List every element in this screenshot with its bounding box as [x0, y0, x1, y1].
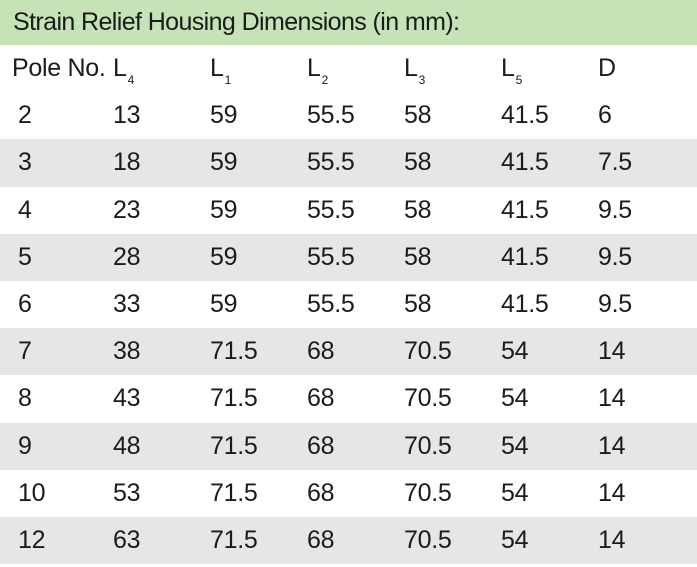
cell-l5: 41.5 [501, 233, 598, 281]
cell-l2: 68 [307, 384, 335, 413]
cell-l3: 58 [404, 233, 501, 281]
cell-l2: 68 [307, 478, 335, 507]
table-row: 7 38 71.5 68 70.5 54 14 [0, 328, 697, 376]
cell-l2: 68 [307, 422, 404, 470]
cell-d: 7.5 [598, 139, 697, 187]
cell-l5: 54 [501, 478, 529, 507]
cell-l1: 59 [210, 101, 238, 130]
cell-pole-no: 5 [0, 233, 113, 281]
cell-pole-no: 8 [18, 384, 32, 413]
cell-l5: 41.5 [501, 195, 549, 224]
cell-d: 14 [598, 422, 697, 470]
cell-pole-no: 10 [18, 478, 46, 507]
cell-l4: 43 [113, 384, 141, 413]
cell-l2: 55.5 [307, 139, 404, 187]
cell-l3: 70.5 [404, 516, 501, 565]
cell-l1: 71.5 [210, 516, 307, 565]
cell-l4: 48 [113, 422, 210, 470]
cell-l3: 70.5 [404, 478, 452, 507]
dimensions-table: Pole No. L4 L1 L2 L3 L5 D 2 13 59 55.5 58 41.… [0, 45, 697, 565]
cell-pole-no: 6 [18, 290, 32, 319]
header-row: Pole No. L4 L1 L2 L3 L5 D [0, 45, 697, 93]
cell-l1: 59 [210, 233, 307, 281]
cell-l1: 71.5 [210, 422, 307, 470]
header-l5: L5 [501, 45, 598, 93]
table-title-bar: Strain Relief Housing Dimensions (in mm)… [0, 0, 697, 45]
cell-l2: 68 [307, 516, 404, 565]
header-l1: L1 [210, 45, 307, 93]
table-row: 10 53 71.5 68 70.5 54 14 [0, 470, 697, 517]
cell-l5: 41.5 [501, 139, 598, 187]
cell-l5: 54 [501, 384, 529, 413]
cell-l2: 55.5 [307, 233, 404, 281]
cell-l5: 41.5 [501, 101, 549, 130]
cell-l4: 63 [113, 516, 210, 565]
header-d: D [598, 45, 697, 93]
table-title: Strain Relief Housing Dimensions (in mm)… [13, 8, 460, 36]
table-row: 8 43 71.5 68 70.5 54 14 [0, 375, 697, 422]
cell-d: 9.5 [598, 195, 632, 224]
cell-l5: 41.5 [501, 290, 549, 319]
cell-pole-no: 9 [0, 422, 113, 470]
cell-d: 9.5 [598, 290, 632, 319]
cell-l4: 18 [113, 139, 210, 187]
cell-l3: 70.5 [404, 328, 501, 376]
cell-l4: 23 [113, 195, 141, 224]
cell-l3: 58 [404, 139, 501, 187]
table-body: 2 13 59 55.5 58 41.5 6 3 18 59 55.5 58 41.5 7.5 4 23 59 5… [0, 92, 697, 565]
cell-d: 14 [598, 516, 697, 565]
cell-l1: 59 [210, 195, 238, 224]
cell-pole-no: 3 [0, 139, 113, 187]
cell-l3: 70.5 [404, 384, 452, 413]
cell-l4: 53 [113, 478, 141, 507]
cell-d: 14 [598, 328, 697, 376]
cell-d: 6 [598, 101, 612, 130]
cell-l1: 71.5 [210, 478, 258, 507]
cell-pole-no: 7 [0, 328, 113, 376]
cell-l1: 59 [210, 139, 307, 187]
cell-pole-no: 4 [18, 195, 32, 224]
cell-l5: 54 [501, 422, 598, 470]
cell-l1: 71.5 [210, 384, 258, 413]
cell-l3: 70.5 [404, 422, 501, 470]
cell-d: 14 [598, 478, 626, 507]
cell-pole-no: 12 [0, 516, 113, 565]
cell-l5: 54 [501, 328, 598, 376]
cell-l2: 55.5 [307, 290, 355, 319]
table-row: 6 33 59 55.5 58 41.5 9.5 [0, 281, 697, 328]
cell-l3: 58 [404, 101, 432, 130]
cell-l4: 28 [113, 233, 210, 281]
cell-l5: 54 [501, 516, 598, 565]
cell-d: 9.5 [598, 233, 697, 281]
cell-l1: 71.5 [210, 328, 307, 376]
header-l2: L2 [307, 45, 404, 93]
header-l4: L4 [113, 45, 210, 93]
table-row: 9 48 71.5 68 70.5 54 14 [0, 422, 697, 470]
cell-l4: 38 [113, 328, 210, 376]
cell-l2: 55.5 [307, 101, 355, 130]
header-l3: L3 [404, 45, 501, 93]
cell-l2: 68 [307, 328, 404, 376]
cell-l2: 55.5 [307, 195, 355, 224]
cell-l4: 33 [113, 290, 141, 319]
table-row: 5 28 59 55.5 58 41.5 9.5 [0, 233, 697, 281]
header-pole-no: Pole No. [0, 45, 113, 93]
table-row: 3 18 59 55.5 58 41.5 7.5 [0, 139, 697, 187]
cell-l3: 58 [404, 195, 432, 224]
cell-l1: 59 [210, 290, 238, 319]
table-row: 2 13 59 55.5 58 41.5 6 [0, 92, 697, 139]
table-row: 12 63 71.5 68 70.5 54 14 [0, 516, 697, 565]
cell-l3: 58 [404, 290, 432, 319]
cell-d: 14 [598, 384, 626, 413]
table-row: 4 23 59 55.5 58 41.5 9.5 [0, 187, 697, 234]
cell-l4: 13 [113, 101, 141, 130]
cell-pole-no: 2 [18, 101, 32, 130]
